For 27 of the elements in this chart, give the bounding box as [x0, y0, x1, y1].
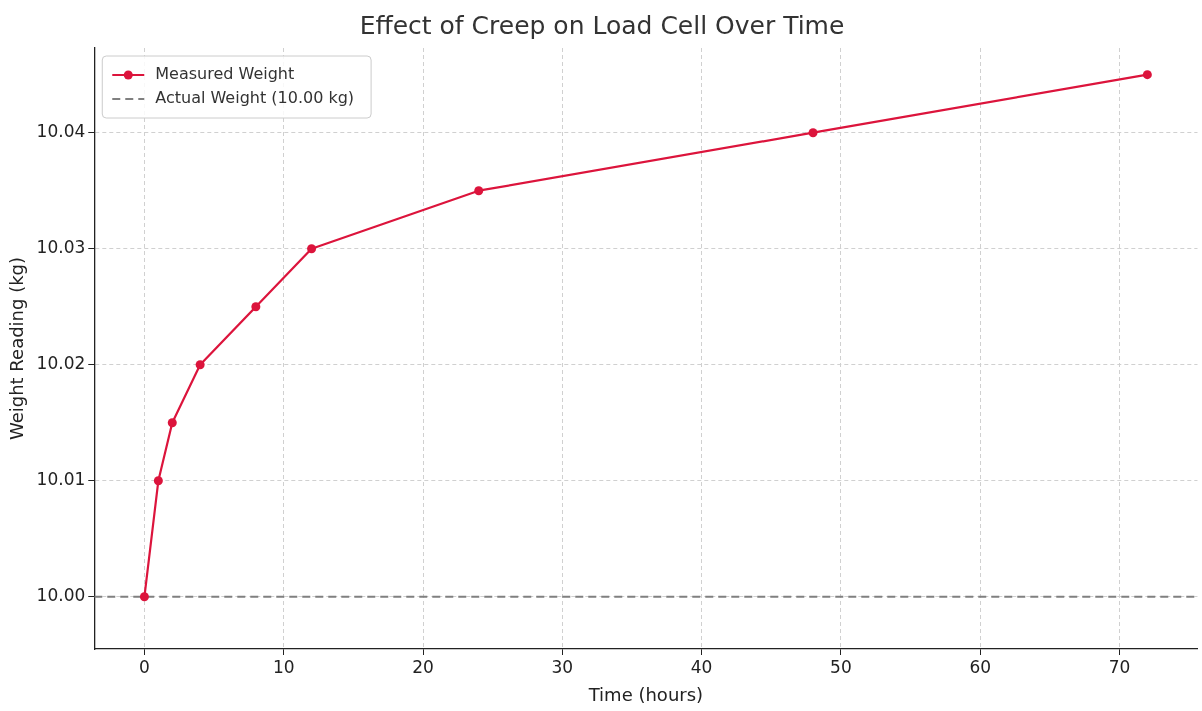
y-axis-title: Weight Reading (kg): [6, 256, 28, 441]
y-tick-label: 10.01: [36, 469, 86, 490]
legend-label: Actual Weight (10.00 kg): [155, 88, 355, 108]
point: [195, 360, 205, 370]
y-tick-label: 10.00: [36, 585, 86, 606]
point: [808, 128, 818, 138]
y-tick-label: 10.02: [36, 353, 86, 374]
point: [307, 244, 317, 254]
x-tick-label: 20: [412, 656, 434, 677]
point: [1142, 70, 1152, 80]
x-tick-label: 40: [690, 656, 713, 677]
point: [251, 302, 261, 312]
point: [474, 186, 484, 196]
chart-title: Effect of Creep on Load Cell Over Time: [359, 10, 845, 40]
y-tick-label: 10.04: [36, 121, 86, 142]
x-tick-label: 0: [139, 656, 150, 677]
point: [139, 592, 149, 602]
x-tick-label: 10: [272, 656, 295, 677]
x-tick-label: 70: [1108, 656, 1131, 677]
x-tick-label: 60: [969, 656, 992, 677]
legend-label: Measured Weight: [155, 64, 295, 84]
x-axis-title: Time (hours): [587, 683, 704, 705]
point: [153, 476, 163, 486]
point: [167, 418, 177, 428]
y-tick-label: 10.03: [36, 237, 86, 258]
x-tick-label: 50: [830, 656, 852, 677]
x-tick-label: 30: [551, 656, 574, 677]
